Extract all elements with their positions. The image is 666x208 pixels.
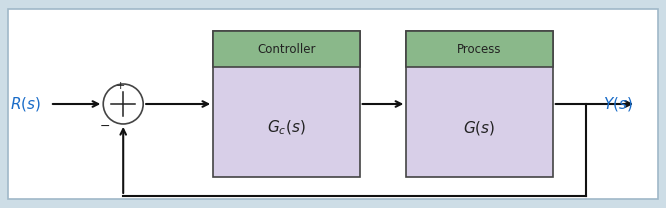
Text: +: + [115, 81, 125, 91]
Text: $R(s)$: $R(s)$ [10, 95, 41, 113]
Text: $Y(s)$: $Y(s)$ [603, 95, 633, 113]
Bar [213, 31, 360, 177]
Text: −: − [100, 119, 111, 132]
Text: $G(s)$: $G(s)$ [464, 119, 496, 137]
Text: $G_c(s)$: $G_c(s)$ [267, 119, 306, 137]
Bar [406, 31, 553, 177]
Bar [406, 31, 553, 67]
Circle shape [103, 84, 143, 124]
Text: Process: Process [458, 43, 501, 56]
Text: Controller: Controller [257, 43, 316, 56]
FancyBboxPatch shape [8, 9, 658, 199]
Bar [213, 31, 360, 67]
